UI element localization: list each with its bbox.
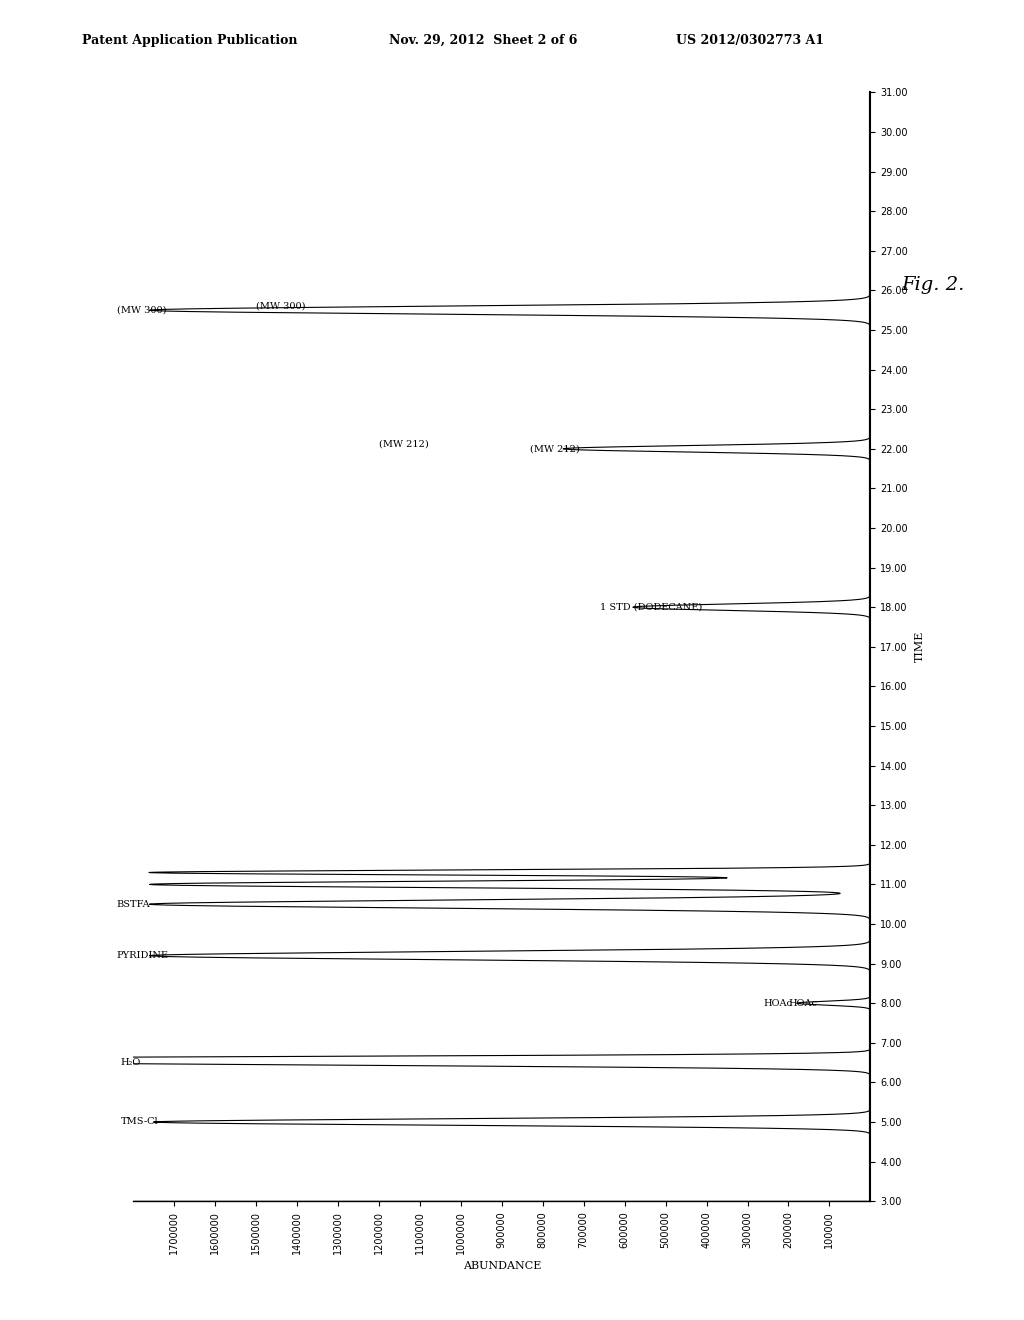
Text: BSTFA: BSTFA [117,900,151,908]
Text: 1 STD (DODECANE): 1 STD (DODECANE) [600,603,702,611]
Text: HOAc: HOAc [764,999,793,1007]
Text: PYRIDINE: PYRIDINE [117,952,169,960]
Text: Patent Application Publication: Patent Application Publication [82,33,297,46]
Text: (MW 212): (MW 212) [379,440,429,449]
Text: Fig. 2.: Fig. 2. [901,276,965,294]
Text: TMS-Cl: TMS-Cl [121,1118,159,1126]
Text: H₂O: H₂O [121,1059,141,1067]
Text: (MW 212): (MW 212) [530,445,581,453]
Text: US 2012/0302773 A1: US 2012/0302773 A1 [676,33,824,46]
Y-axis label: TIME: TIME [914,631,925,663]
Text: Nov. 29, 2012  Sheet 2 of 6: Nov. 29, 2012 Sheet 2 of 6 [389,33,578,46]
Text: (MW 300): (MW 300) [117,306,166,314]
X-axis label: ABUNDANCE: ABUNDANCE [463,1261,541,1271]
Text: (MW 300): (MW 300) [256,301,305,310]
Text: HOAc: HOAc [788,999,817,1007]
